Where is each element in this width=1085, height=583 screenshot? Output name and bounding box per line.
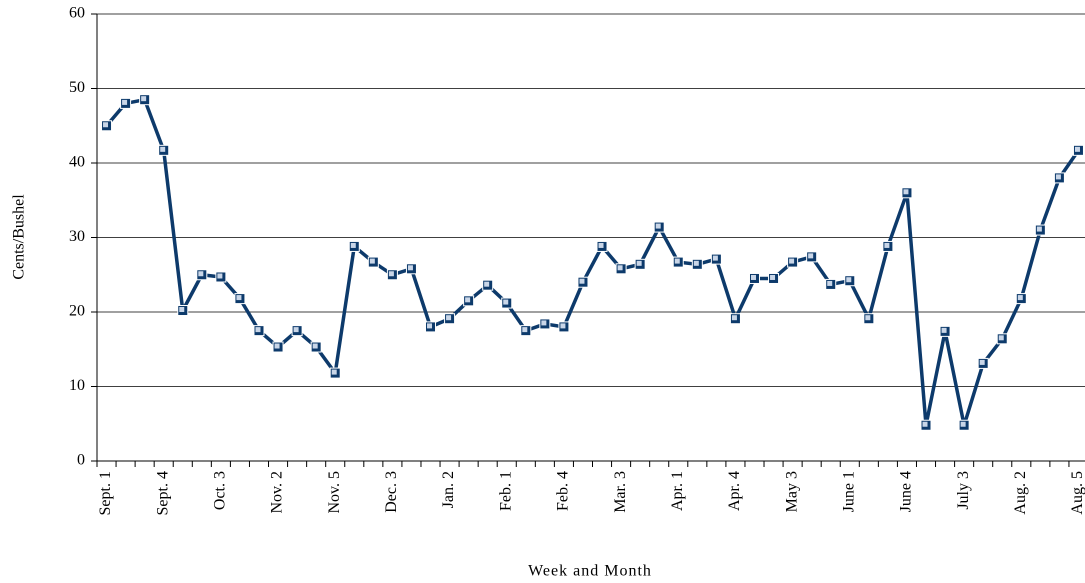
y-tick-label: 50 <box>69 79 85 96</box>
data-point <box>405 263 417 275</box>
data-point <box>634 258 646 270</box>
x-tick-label: Sept. 4 <box>154 471 171 515</box>
x-tick-label: June 1 <box>840 471 857 512</box>
data-point <box>1053 172 1065 184</box>
data-point <box>348 240 360 252</box>
y-axis-label: Cents/Bushel <box>11 194 28 280</box>
data-point <box>806 251 818 263</box>
x-tick-label: Mar. 3 <box>612 471 629 513</box>
y-tick-label: 0 <box>77 452 85 469</box>
data-point <box>844 275 856 287</box>
data-point <box>729 313 741 325</box>
data-point <box>101 120 113 132</box>
x-tick-label: Dec. 3 <box>383 471 400 513</box>
data-point <box>520 325 532 337</box>
x-tick-label: Jan. 2 <box>440 471 457 508</box>
data-point <box>939 325 951 337</box>
data-point <box>596 240 608 252</box>
data-point <box>748 272 760 284</box>
y-tick-label: 10 <box>69 377 85 394</box>
data-point <box>787 256 799 268</box>
data-point <box>996 333 1008 345</box>
data-point <box>463 295 475 307</box>
data-point <box>196 269 208 281</box>
data-point <box>653 221 665 233</box>
data-point <box>425 321 437 333</box>
x-tick-label: Aug. 5 <box>1069 471 1085 515</box>
y-tick-label: 60 <box>69 5 85 22</box>
y-tick-label: 40 <box>69 154 85 171</box>
data-point <box>310 341 322 353</box>
x-tick-label: Nov. 2 <box>269 471 286 514</box>
y-tick-label: 30 <box>69 228 85 245</box>
data-line <box>105 97 1080 427</box>
y-tick-label: 20 <box>69 303 85 320</box>
data-point <box>577 276 589 288</box>
data-point <box>386 269 398 281</box>
x-tick-label: Feb. 1 <box>497 471 514 511</box>
data-point <box>863 313 875 325</box>
data-point <box>367 256 379 268</box>
x-tick-label: July 3 <box>955 471 972 510</box>
x-axis-label: Week and Month <box>528 563 652 580</box>
data-point <box>177 305 189 317</box>
data-point <box>120 97 132 109</box>
x-tick-label: Oct. 3 <box>212 471 229 510</box>
data-point <box>558 321 570 333</box>
x-tick-label: Sept. 1 <box>97 471 114 515</box>
data-point <box>825 278 837 290</box>
data-point <box>1034 224 1046 236</box>
data-point <box>920 419 932 431</box>
x-tick-label: Nov. 5 <box>326 471 343 514</box>
x-tick-label: June 4 <box>898 471 915 512</box>
data-point <box>215 271 227 283</box>
data-point <box>444 313 456 325</box>
data-point <box>958 419 970 431</box>
data-point <box>539 318 551 330</box>
x-tick-label: Aug. 2 <box>1012 471 1029 515</box>
data-point <box>768 272 780 284</box>
data-point <box>329 367 341 379</box>
data-point <box>253 325 265 337</box>
data-point <box>691 258 703 270</box>
data-point <box>501 297 513 309</box>
data-point <box>482 279 494 291</box>
x-tick-label: Apr. 1 <box>669 471 686 511</box>
data-point <box>158 144 170 156</box>
data-point <box>291 325 303 337</box>
data-point <box>272 341 284 353</box>
x-tick-label: May 3 <box>783 471 800 512</box>
data-point <box>1072 144 1084 156</box>
data-point <box>139 94 151 106</box>
data-point <box>710 253 722 265</box>
x-tick-label: Apr. 4 <box>726 471 743 511</box>
data-point <box>882 240 894 252</box>
data-point <box>901 187 913 199</box>
data-point <box>977 357 989 369</box>
x-tick-label: Feb. 4 <box>555 471 572 511</box>
data-point <box>1015 293 1027 305</box>
data-point <box>672 256 684 268</box>
data-point <box>234 293 246 305</box>
data-point <box>615 263 627 275</box>
